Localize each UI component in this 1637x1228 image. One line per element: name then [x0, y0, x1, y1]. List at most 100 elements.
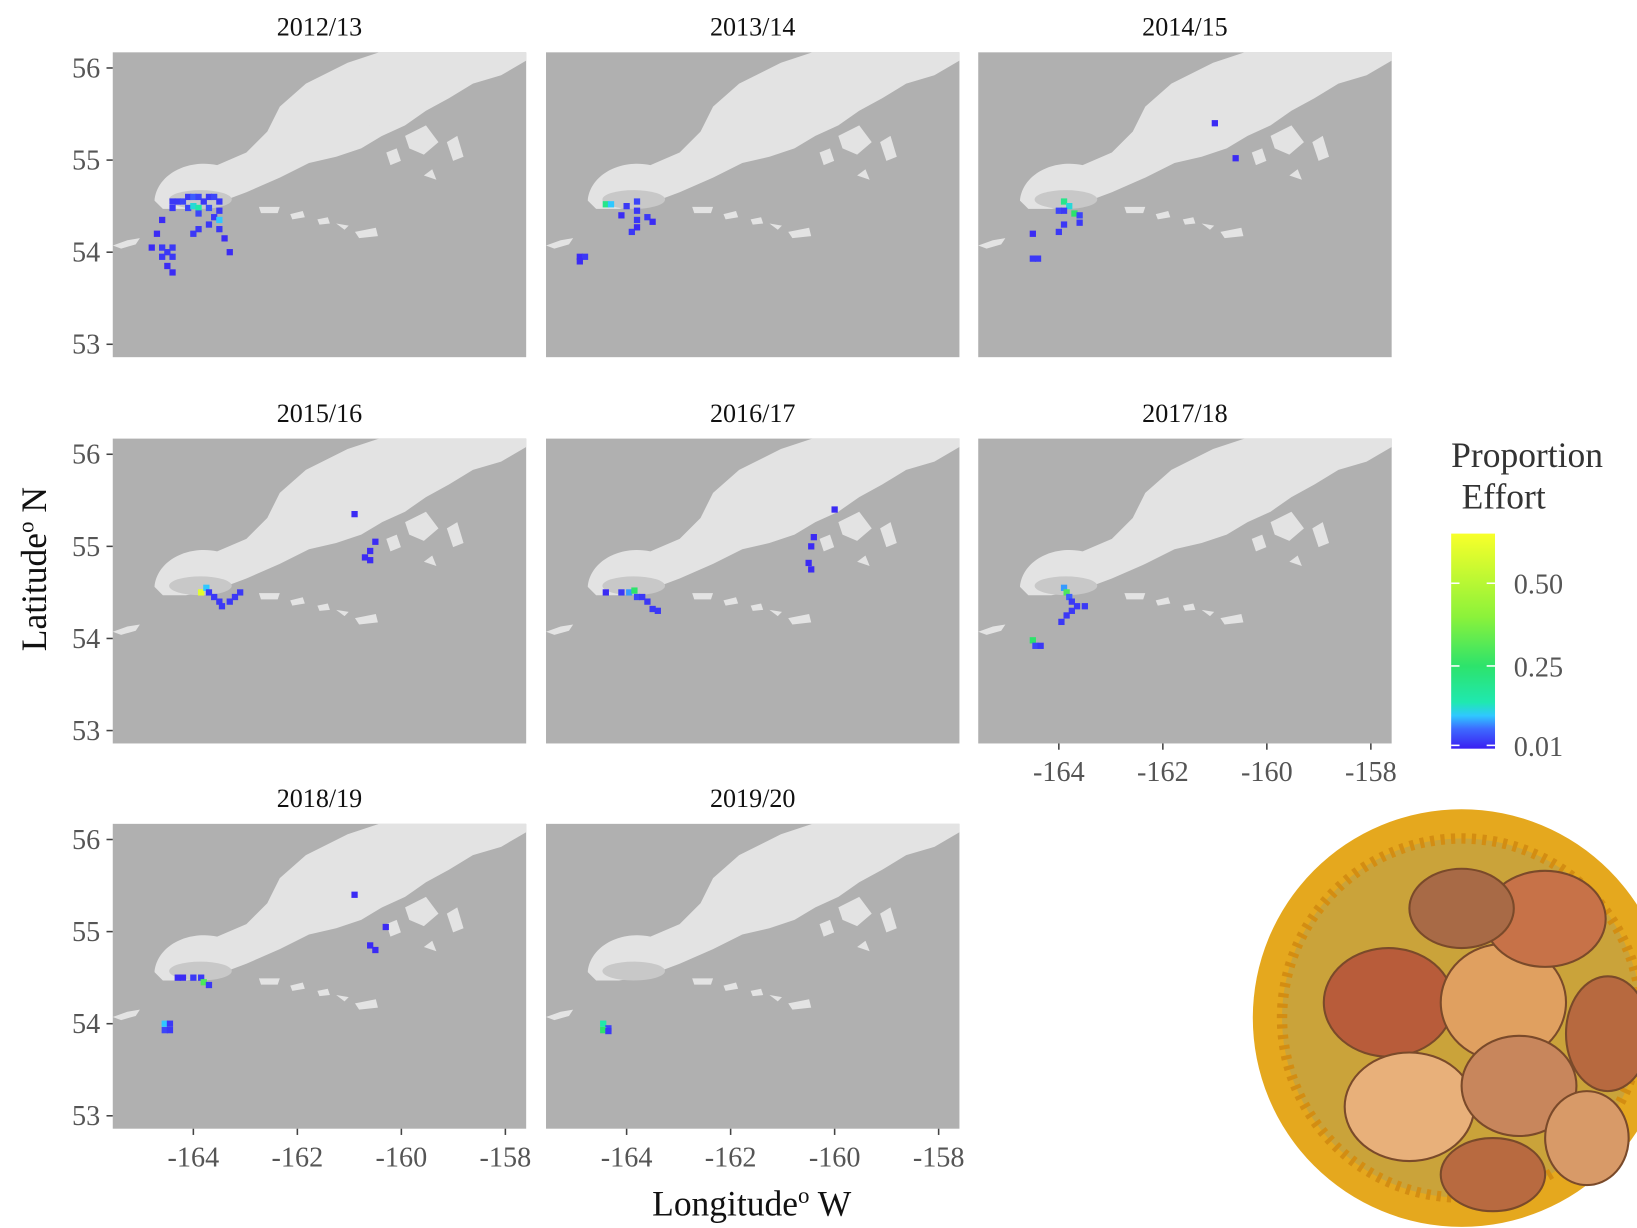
effort-cell	[190, 193, 197, 201]
facet-title: 2019/20	[710, 784, 796, 813]
y-tick-label: 56	[72, 53, 100, 84]
x-axis-title-unit: W	[809, 1183, 851, 1223]
effort-cell	[179, 198, 187, 205]
facet-title: 2018/19	[277, 784, 363, 813]
effort-cell	[190, 202, 197, 210]
effort-cell	[644, 214, 651, 221]
facet-title: 2012/13	[277, 13, 363, 42]
facet-title: 2013/14	[710, 13, 796, 42]
y-axis-title-text: Latitude	[14, 533, 54, 651]
y-tick-label: 56	[72, 825, 100, 856]
effort-cell	[367, 942, 374, 949]
effort-cell	[1032, 642, 1039, 649]
effort-cell	[185, 193, 192, 201]
effort-cell	[195, 204, 202, 212]
x-tick-label: -160	[809, 1142, 861, 1173]
effort-cell	[166, 1020, 174, 1027]
effort-cell	[382, 923, 389, 931]
effort-cell	[607, 201, 615, 208]
y-tick-label: 53	[72, 1101, 100, 1132]
effort-cell	[195, 226, 202, 233]
effort-cell	[161, 1027, 168, 1034]
effort-cell	[1060, 207, 1068, 214]
x-tick-label: -164	[1033, 757, 1085, 788]
effort-cell	[351, 891, 358, 898]
effort-cell	[221, 235, 228, 242]
effort-cell	[205, 981, 213, 989]
y-tick-label: 54	[72, 1009, 100, 1040]
effort-cell	[226, 249, 233, 256]
effort-cell	[174, 974, 181, 981]
colorbar-tick-label: 0.50	[1514, 570, 1563, 601]
facet-title: 2016/17	[710, 399, 796, 428]
effort-cell	[810, 534, 817, 541]
effort-cell	[602, 589, 609, 596]
effort-cell	[654, 607, 661, 614]
effort-cell	[161, 1020, 168, 1027]
effort-cell	[169, 253, 176, 260]
effort-cell	[169, 269, 176, 276]
x-tick-label: -164	[601, 1142, 653, 1173]
effort-cell	[169, 198, 176, 205]
effort-cell	[237, 589, 244, 596]
effort-cell	[195, 210, 202, 217]
effort-cell	[1068, 598, 1075, 605]
effort-cell	[211, 593, 218, 601]
y-tick-label: 53	[72, 716, 100, 747]
colorbar-tick-label: 0.01	[1514, 732, 1563, 763]
effort-cell	[205, 193, 213, 201]
effort-cell	[198, 974, 205, 981]
y-tick-label: 54	[72, 624, 100, 655]
effort-cell	[205, 589, 213, 596]
effort-cell	[216, 226, 223, 233]
effort-cell	[626, 589, 633, 596]
effort-cell	[1060, 221, 1068, 228]
x-axis-title: Longitudeo W	[652, 1183, 852, 1224]
effort-cell	[1066, 202, 1073, 210]
x-tick-label: -162	[705, 1142, 757, 1173]
effort-cell	[367, 557, 374, 564]
effort-cell	[581, 253, 589, 260]
y-tick-label: 55	[72, 917, 100, 948]
x-tick-label: -158	[1345, 757, 1397, 788]
colorbar	[1451, 533, 1496, 749]
effort-cell	[372, 538, 379, 545]
effort-cell	[623, 202, 630, 210]
x-tick-label: -158	[913, 1142, 965, 1173]
y-tick-label: 54	[72, 238, 100, 269]
effort-cell	[633, 216, 641, 224]
y-axis-title-sup: o	[13, 521, 38, 532]
effort-cell	[618, 212, 625, 219]
effort-cell	[1063, 612, 1070, 619]
effort-cell	[1076, 212, 1083, 219]
effort-cell	[169, 204, 176, 212]
effort-cell	[808, 543, 815, 550]
x-tick-label: -158	[480, 1142, 532, 1173]
effort-cell	[190, 230, 197, 237]
effort-cell	[1055, 207, 1062, 214]
effort-cell	[649, 218, 656, 225]
y-tick-label: 55	[72, 532, 100, 563]
effort-cell	[1029, 637, 1036, 644]
effort-cell	[1068, 607, 1075, 614]
effort-cell	[205, 204, 213, 212]
effort-cell	[1055, 228, 1062, 236]
effort-cell	[190, 974, 197, 981]
effort-cell	[649, 605, 656, 613]
colorbar-tick-label: 0.25	[1514, 652, 1563, 683]
facet-title: 2014/15	[1142, 13, 1228, 42]
x-tick-label: -162	[1137, 757, 1189, 788]
colorbar-title: Effort	[1462, 477, 1546, 517]
effort-cell	[1066, 593, 1073, 601]
x-tick-label: -164	[168, 1142, 220, 1173]
effort-cell	[633, 198, 641, 205]
scallop-photo	[1252, 809, 1637, 1227]
effort-cell	[639, 593, 646, 601]
effort-cell	[211, 214, 218, 221]
y-tick-label: 55	[72, 145, 100, 176]
effort-cell	[633, 224, 641, 231]
effort-cell	[644, 598, 651, 605]
effort-cell	[148, 244, 155, 251]
effort-cell	[1211, 120, 1218, 127]
